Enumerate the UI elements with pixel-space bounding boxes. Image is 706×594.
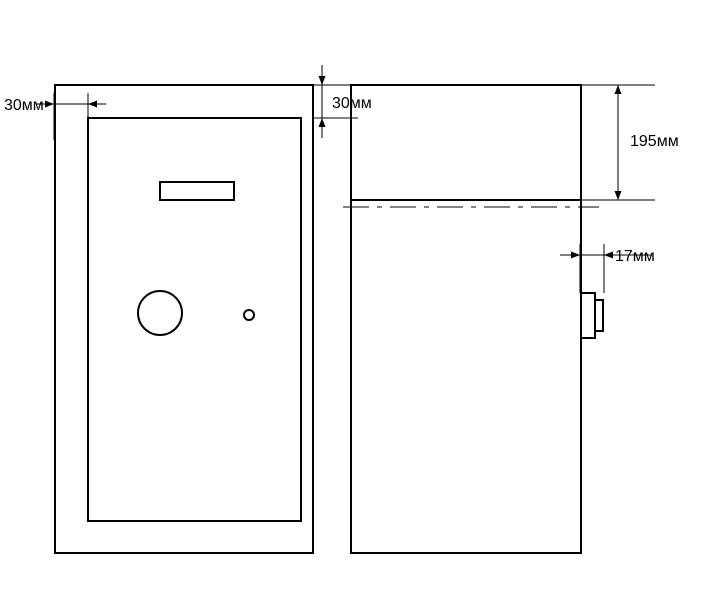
side-lock-projection [581, 293, 595, 338]
dim-proj-depth-label: 17мм [615, 248, 655, 265]
dim-shelf-depth-label: 195мм [630, 133, 679, 150]
dim-left-gap-label: 30мм [4, 97, 44, 114]
dim-top-gap-label: 30мм [332, 95, 372, 112]
side-lock-cap [595, 300, 603, 331]
